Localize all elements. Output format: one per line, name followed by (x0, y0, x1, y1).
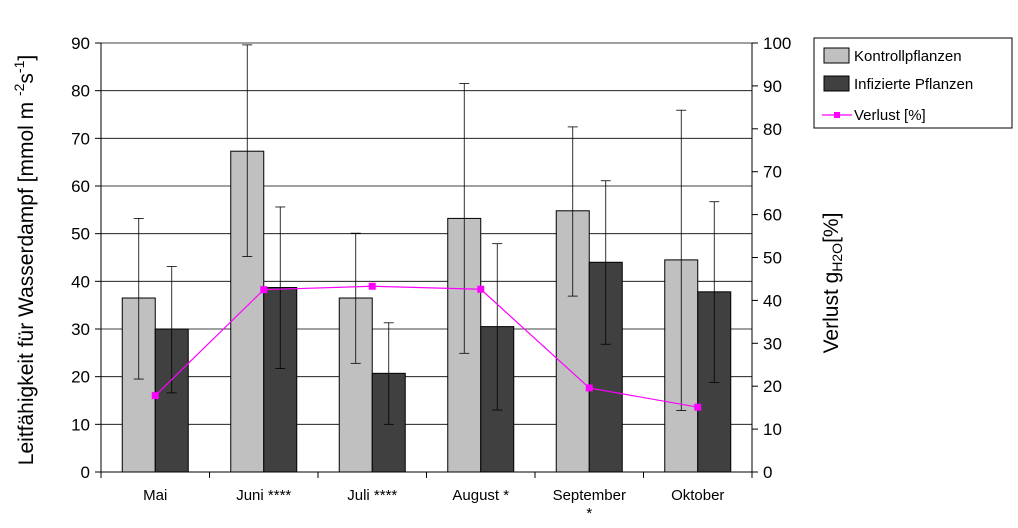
right-tick-label: 10 (763, 420, 782, 439)
left-tick-label: 50 (71, 225, 90, 244)
left-tick-label: 60 (71, 177, 90, 196)
legend: Kontrollpflanzen Infizierte Pflanzen Ver… (813, 37, 1013, 129)
category-label: Juli **** (347, 487, 397, 504)
right-tick-label: 40 (763, 291, 782, 310)
loss-point (694, 403, 702, 411)
right-axis-ticks: 0 10 20 30 40 50 60 70 80 90 100 (752, 34, 791, 482)
left-axis-ticks: 0 10 20 30 40 50 60 70 80 90 (71, 34, 101, 482)
category-labels: Mai Juni **** Juli **** August * September * O… (143, 487, 724, 522)
left-axis-label: Leitfähigkeit für Wasserdampf [mmol m -2… (11, 55, 38, 465)
axes (100, 43, 753, 478)
bars (121, 150, 732, 473)
loss-point (260, 286, 268, 294)
left-tick-label: 10 (71, 415, 90, 434)
right-tick-label: 70 (763, 163, 782, 182)
right-tick-label: 0 (763, 463, 772, 482)
legend-label-kontrollpflanzen: Kontrollpflanzen (854, 48, 962, 65)
right-tick-label: 80 (763, 120, 782, 139)
error-bars (133, 44, 720, 425)
right-tick-label: 90 (763, 77, 782, 96)
right-tick-label: 30 (763, 334, 782, 353)
category-label: September * (553, 487, 626, 522)
right-tick-label: 50 (763, 249, 782, 268)
left-tick-label: 20 (71, 368, 90, 387)
gridlines (101, 42, 752, 425)
loss-point (477, 285, 485, 293)
right-tick-label: 100 (763, 34, 791, 53)
category-label: Oktober (671, 487, 724, 504)
left-tick-label: 40 (71, 272, 90, 291)
left-tick-label: 90 (71, 34, 90, 53)
legend-label-infizierte: Infizierte Pflanzen (854, 76, 973, 93)
legend-label-verlust: Verlust [%] (854, 107, 926, 124)
category-label: Juni **** (236, 487, 291, 504)
right-axis-label: Verlust gH2O[%] (820, 213, 845, 354)
category-label: August * (452, 487, 509, 504)
right-tick-label: 60 (763, 206, 782, 225)
left-tick-label: 70 (71, 129, 90, 148)
left-tick-label: 30 (71, 320, 90, 339)
loss-polyline (154, 285, 698, 408)
category-label: Mai (143, 487, 167, 504)
legend-swatch-kontrollpflanzen (823, 47, 850, 64)
loss-point (585, 384, 593, 392)
loss-line (151, 282, 702, 411)
loss-point (151, 392, 159, 400)
legend-swatch-infizierte (823, 75, 850, 92)
right-tick-label: 20 (763, 377, 782, 396)
left-tick-label: 80 (71, 82, 90, 101)
left-tick-label: 0 (81, 463, 90, 482)
loss-point (368, 282, 376, 290)
legend-swatch-verlust-marker (834, 112, 840, 118)
